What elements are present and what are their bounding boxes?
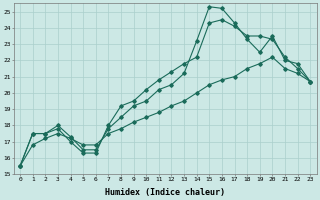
X-axis label: Humidex (Indice chaleur): Humidex (Indice chaleur) [105, 188, 225, 197]
